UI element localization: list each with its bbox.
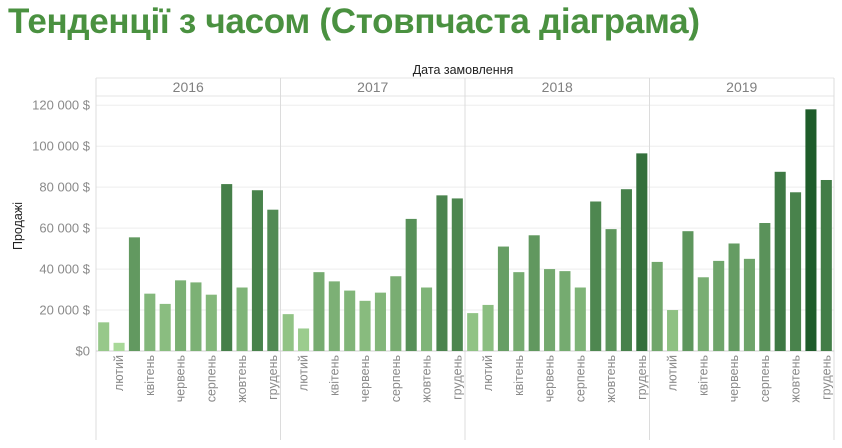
bar — [159, 303, 171, 351]
month-tick-label: лютий — [481, 355, 495, 391]
month-tick-label: лютий — [666, 355, 680, 391]
bar — [390, 276, 402, 351]
bar — [175, 280, 187, 351]
month-tick-label: квітень — [512, 355, 526, 396]
y-tick-label: 20 000 $ — [39, 303, 90, 318]
bar — [267, 209, 279, 351]
month-tick-label: червень — [358, 355, 372, 402]
bar — [667, 310, 679, 351]
month-tick-label: серпень — [573, 355, 587, 402]
bar — [790, 192, 802, 351]
bar — [620, 189, 632, 351]
bar — [328, 281, 340, 351]
bar — [451, 198, 463, 351]
y-tick-label: $0 — [76, 344, 90, 359]
bar — [651, 261, 663, 351]
month-tick-label: жовтень — [789, 355, 803, 403]
month-tick-label: квітень — [143, 355, 157, 396]
bar — [559, 271, 571, 351]
bar — [374, 292, 386, 351]
month-tick-label: жовтень — [235, 355, 249, 403]
month-tick-label: червень — [543, 355, 557, 402]
bar — [697, 277, 709, 351]
month-tick-label: квітень — [327, 355, 341, 396]
y-tick-label: 100 000 $ — [32, 139, 91, 154]
bars — [98, 109, 832, 351]
month-tick-label: серпень — [758, 355, 772, 402]
y-tick-label: 80 000 $ — [39, 180, 90, 195]
bar — [513, 272, 525, 351]
bar — [405, 218, 417, 351]
month-tick-label: серпень — [389, 355, 403, 402]
month-tick-label: серпень — [204, 355, 218, 402]
month-tick-label: квітень — [696, 355, 710, 396]
bar — [636, 153, 648, 351]
year-header-label: 2017 — [357, 79, 388, 95]
chart-title: Тенденції з часом (Стовпчаста діаграма) — [8, 2, 700, 41]
year-header-label: 2016 — [173, 79, 204, 95]
month-tick-label: грудень — [819, 355, 833, 400]
bar — [728, 243, 740, 351]
month-tick-label: червень — [174, 355, 188, 402]
bar — [590, 201, 602, 351]
bar — [574, 287, 586, 351]
x-axis-title: Дата замовлення — [413, 63, 514, 77]
bar — [190, 282, 202, 351]
bar — [298, 328, 310, 351]
bar — [467, 313, 479, 351]
bar — [805, 109, 817, 351]
bar — [774, 171, 786, 351]
month-tick-label: грудень — [635, 355, 649, 400]
month-tick-label: грудень — [266, 355, 280, 400]
bar — [743, 258, 755, 351]
bar — [820, 179, 832, 351]
bar — [205, 294, 217, 351]
month-tick-label: грудень — [450, 355, 464, 400]
month-tick-label: жовтень — [420, 355, 434, 403]
bar — [544, 269, 556, 351]
bar — [128, 237, 140, 351]
bar — [144, 293, 156, 351]
bar — [421, 287, 433, 351]
bar — [251, 190, 263, 351]
bar — [221, 184, 233, 351]
bar — [344, 290, 356, 351]
bar — [528, 235, 540, 351]
gridlines — [95, 77, 835, 440]
y-axis-title: Продажі — [11, 202, 25, 250]
month-tick-label: лютий — [112, 355, 126, 391]
bar — [759, 223, 771, 351]
y-tick-label: 120 000 $ — [32, 98, 91, 113]
bar — [359, 300, 371, 351]
bar — [713, 260, 725, 351]
year-header-label: 2019 — [726, 79, 757, 95]
bar — [482, 304, 494, 351]
bar — [282, 314, 294, 351]
bar — [497, 246, 509, 351]
bar — [98, 322, 110, 351]
bar — [436, 195, 448, 351]
bar — [605, 229, 617, 351]
bar — [682, 231, 694, 351]
month-tick-label: жовтень — [604, 355, 618, 403]
labels: $0 20 000 $ 40 000 $ 60 000 $ 80 000 $ 100 00… — [32, 79, 833, 403]
month-tick-label: червень — [727, 355, 741, 402]
year-header-label: 2018 — [542, 79, 573, 95]
bar — [313, 272, 325, 351]
bar — [113, 342, 125, 351]
y-tick-label: 60 000 $ — [39, 221, 90, 236]
bar — [236, 287, 248, 351]
month-tick-label: лютий — [297, 355, 311, 391]
y-tick-label: 40 000 $ — [39, 262, 90, 277]
